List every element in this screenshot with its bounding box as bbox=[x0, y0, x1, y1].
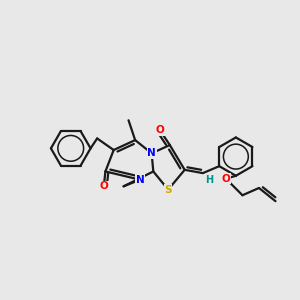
Text: O: O bbox=[99, 181, 108, 191]
Text: N: N bbox=[147, 148, 156, 158]
Text: S: S bbox=[164, 184, 172, 195]
Text: O: O bbox=[155, 125, 164, 135]
Text: O: O bbox=[222, 174, 230, 184]
Text: N: N bbox=[136, 175, 145, 185]
Text: H: H bbox=[205, 175, 213, 185]
